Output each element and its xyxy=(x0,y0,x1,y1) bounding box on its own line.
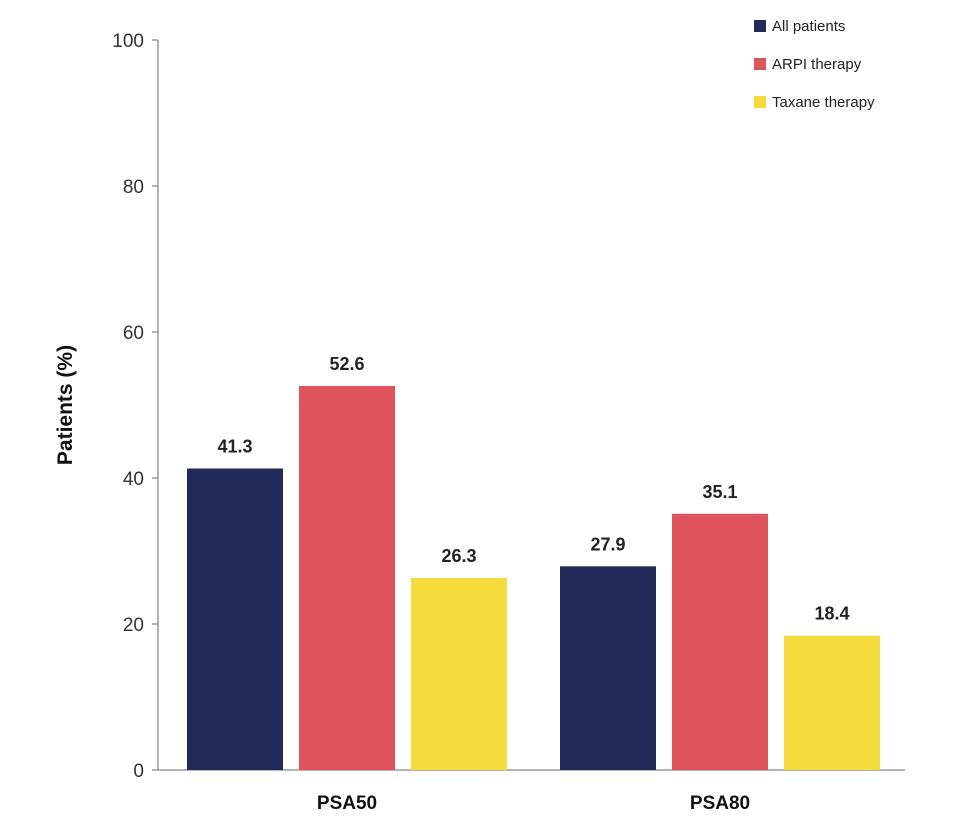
legend-swatch xyxy=(754,58,766,70)
bar-value-label: 52.6 xyxy=(329,354,364,374)
y-axis-label: Patients (%) xyxy=(54,345,77,465)
legend: All patients ARPI therapy Taxane therapy xyxy=(754,18,875,111)
bar-value-label: 35.1 xyxy=(702,482,737,502)
value-labels: 41.3 52.6 26.3 27.9 35.1 18.4 xyxy=(217,354,849,624)
legend-entry: ARPI therapy xyxy=(772,56,862,73)
bars xyxy=(187,386,880,770)
bar-value-label: 18.4 xyxy=(814,604,849,624)
bar-value-label: 27.9 xyxy=(590,534,625,554)
legend-swatch xyxy=(754,96,766,108)
y-tick-label: 60 xyxy=(123,323,144,344)
x-category-label: PSA80 xyxy=(690,793,750,814)
bar xyxy=(187,468,283,770)
bar-value-label: 26.3 xyxy=(441,546,476,566)
bar xyxy=(672,513,768,770)
legend-swatch xyxy=(754,20,766,32)
bar-value-label: 41.3 xyxy=(217,437,252,457)
category-labels: PSA50 PSA80 xyxy=(317,793,750,814)
y-ticks: 0 20 40 60 80 100 xyxy=(112,31,158,782)
y-tick-label: 0 xyxy=(133,761,144,782)
y-tick-label: 80 xyxy=(123,177,144,198)
bar xyxy=(411,578,507,770)
bar xyxy=(560,566,656,770)
legend-entry: All patients xyxy=(772,18,845,35)
legend-entry: Taxane therapy xyxy=(772,94,875,111)
bar xyxy=(784,635,880,770)
y-tick-label: 100 xyxy=(112,31,144,52)
y-tick-label: 20 xyxy=(123,615,144,636)
bar xyxy=(299,386,395,770)
x-category-label: PSA50 xyxy=(317,793,377,814)
y-tick-label: 40 xyxy=(123,469,144,490)
